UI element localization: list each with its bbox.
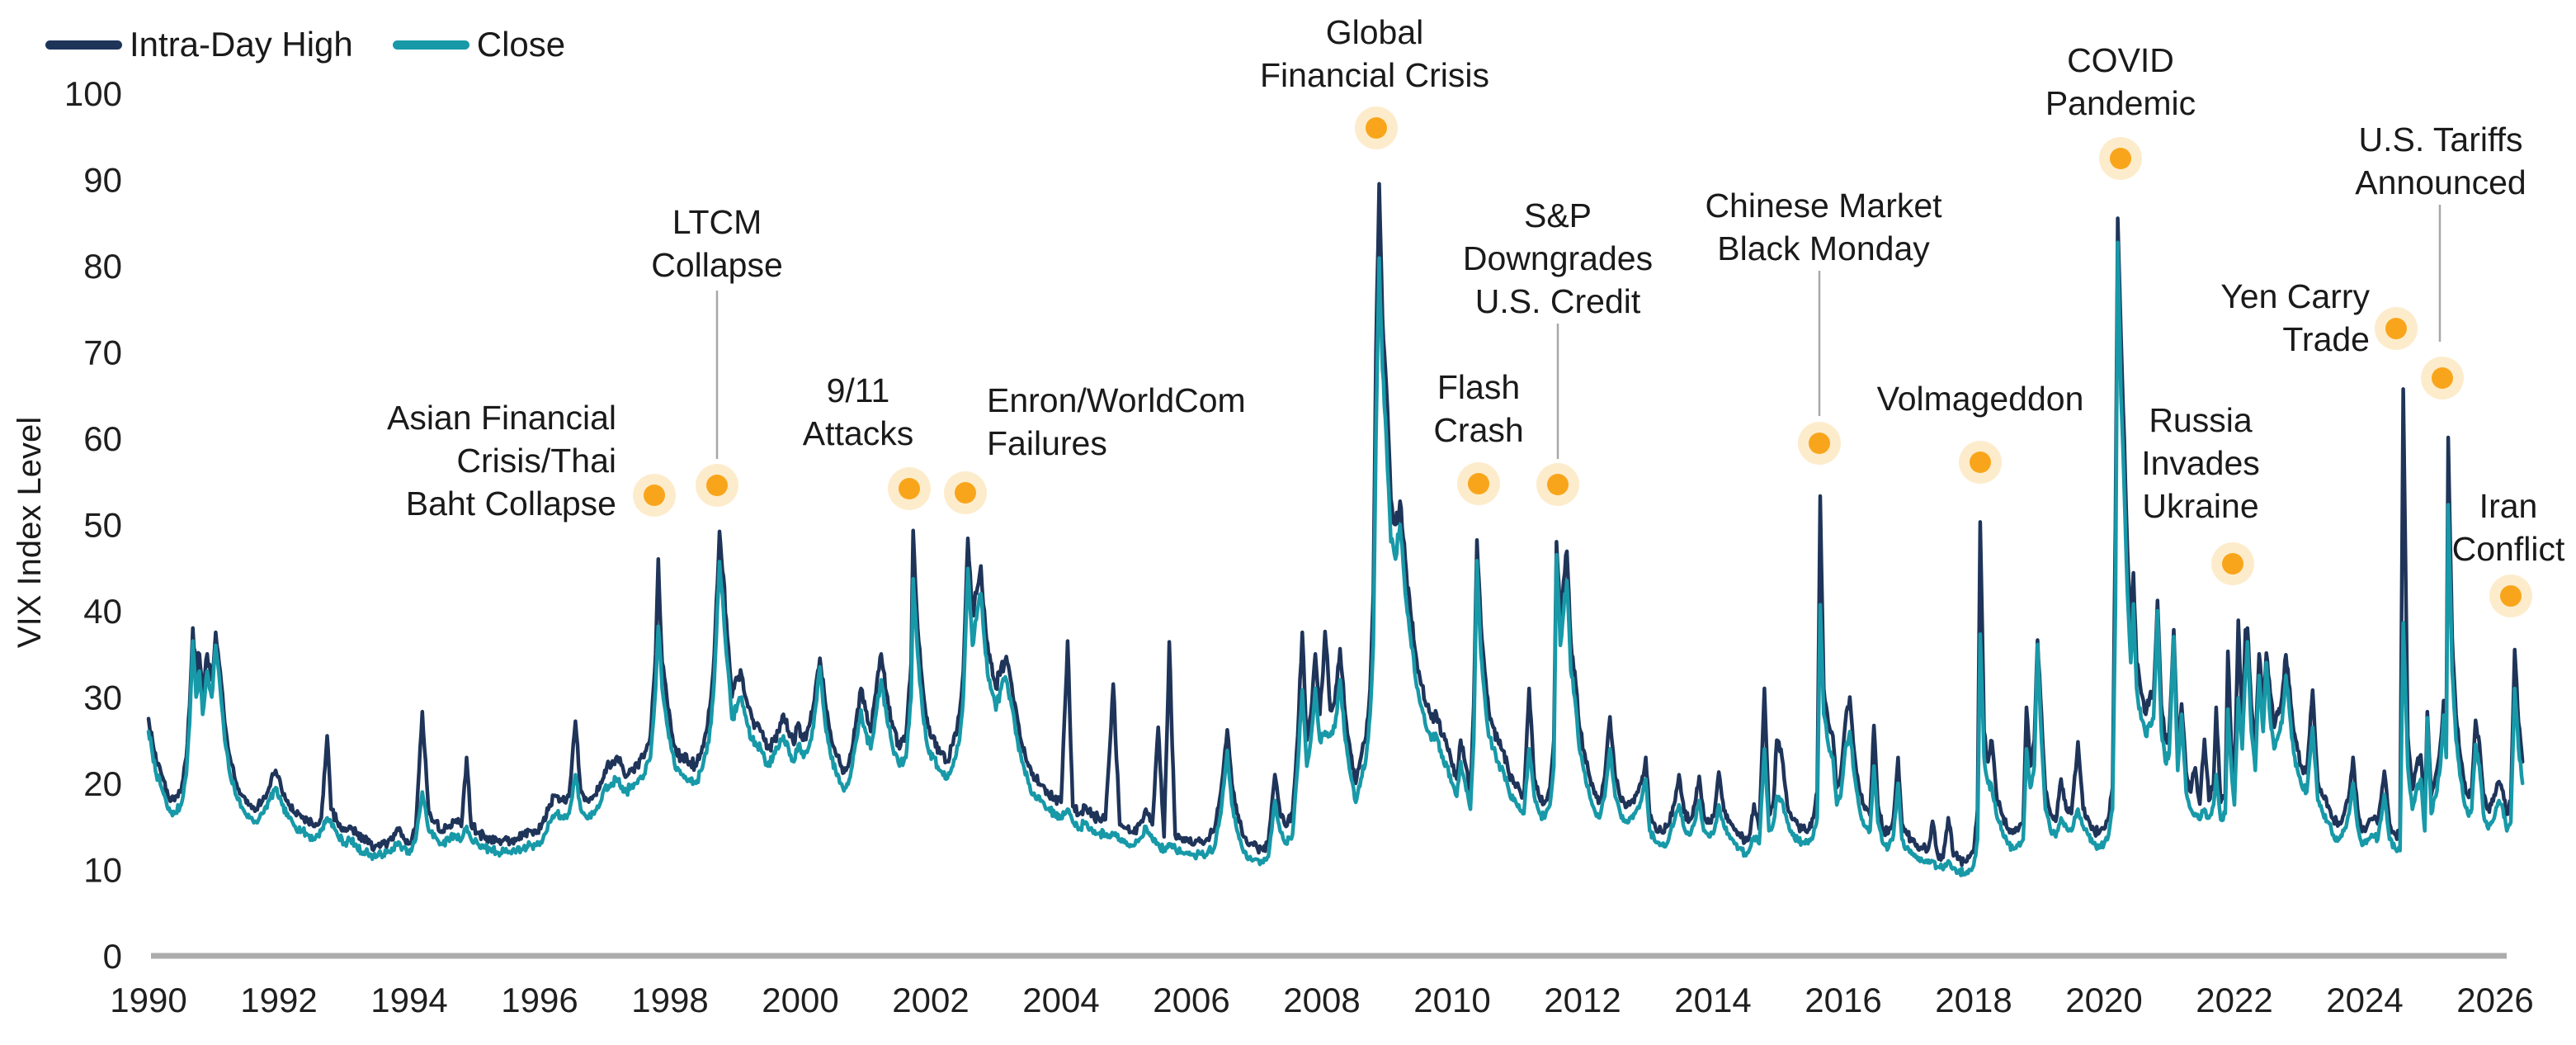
x-axis-tick-label: 2010 [1413,981,1490,1019]
event-marker-volmageddon [1970,452,1991,473]
event-label-september-11-attacks: 9/11 [827,371,890,409]
close-swatch-icon [392,40,469,50]
event-marker-us-tariffs-announced [2432,367,2453,389]
legend-item-close: Close [392,25,566,64]
x-axis-tick-label: 2000 [762,981,838,1019]
x-axis-tick-label: 2016 [1805,981,1881,1019]
event-label-covid-pandemic: COVID [2067,41,2174,79]
event-marker-iran-conflict [2500,585,2522,607]
y-axis-tick-label: 50 [83,506,122,545]
event-marker-russia-invades-ukraine [2222,553,2243,575]
event-label-flash-crash: Crash [1433,411,1523,449]
x-axis-tick-label: 2014 [1674,981,1751,1019]
event-label-russia-invades-ukraine: Ukraine [2142,487,2258,525]
x-axis-tick-label: 2022 [2196,981,2272,1019]
event-label-iran-conflict: Iran [2479,487,2538,525]
event-label-russia-invades-ukraine: Russia [2149,401,2253,439]
y-axis-tick-label: 20 [83,764,122,803]
legend-item-intra-day-high: Intra-Day High [45,25,353,64]
event-label-enron-worldcom: Enron/WorldCom [987,381,1246,419]
event-marker-flash-crash [1468,473,1489,494]
event-label-ltcm-collapse: LTCM [672,203,762,241]
y-axis-tick-label: 0 [103,937,122,976]
event-label-us-tariffs-announced: U.S. Tariffs [2359,121,2523,158]
event-label-yen-carry-trade: Trade [2282,320,2370,358]
event-label-asian-financial-crisis: Baht Collapse [406,485,616,522]
close-series [146,240,2525,877]
event-label-sp-downgrades-us-credit: S&P [1524,196,1592,234]
legend-label-intra-day-high: Intra-Day High [130,25,353,64]
event-label-enron-worldcom: Failures [987,424,1107,462]
event-label-flash-crash: Flash [1437,368,1520,406]
event-label-global-financial-crisis: Financial Crisis [1260,56,1489,94]
event-marker-covid-pandemic [2110,148,2131,169]
event-label-chinese-black-monday: Chinese Market [1705,187,1942,225]
x-axis-tick-label: 2006 [1153,981,1229,1019]
event-marker-september-11-attacks [899,478,920,499]
event-label-volmageddon: Volmageddon [1877,380,2084,418]
event-label-yen-carry-trade: Yen Carry [2220,277,2370,315]
event-marker-asian-financial-crisis [644,485,665,506]
y-axis-tick-label: 30 [83,679,122,717]
x-axis-tick-label: 1998 [631,981,708,1019]
event-label-covid-pandemic: Pandemic [2045,84,2196,122]
event-label-sp-downgrades-us-credit: Downgrades [1463,239,1653,277]
y-axis-tick-label: 100 [64,74,122,113]
event-label-sp-downgrades-us-credit: U.S. Credit [1475,282,1641,320]
y-axis-tick-label: 60 [83,419,122,458]
y-axis-tick-label: 90 [83,161,122,200]
event-marker-chinese-black-monday [1809,433,1830,454]
event-label-global-financial-crisis: Global [1326,13,1424,51]
event-label-september-11-attacks: Attacks [803,414,913,452]
x-axis-tick-label: 2024 [2326,981,2403,1019]
event-marker-global-financial-crisis [1366,117,1387,139]
x-axis-tick-label: 2002 [892,981,969,1019]
x-axis-tick-label: 2018 [1935,981,2012,1019]
legend: Intra-Day High Close [45,25,565,64]
event-label-russia-invades-ukraine: Invades [2141,444,2260,482]
event-marker-ltcm-collapse [706,475,728,496]
x-axis-tick-label: 2004 [1022,981,1099,1019]
event-label-asian-financial-crisis: Crisis/Thai [456,442,616,480]
legend-label-close: Close [476,25,566,64]
x-axis-tick-label: 2020 [2065,981,2142,1019]
x-axis-tick-label: 1994 [370,981,447,1019]
y-axis-tick-label: 10 [83,851,122,890]
event-marker-sp-downgrades-us-credit [1547,474,1569,495]
y-axis-tick-label: 80 [83,247,122,286]
event-label-chinese-black-monday: Black Monday [1717,229,1930,267]
event-marker-enron-worldcom [955,482,976,504]
event-label-us-tariffs-announced: Announced [2355,163,2526,201]
x-axis-tick-label: 1996 [501,981,578,1019]
x-axis-tick-label: 1990 [110,981,186,1019]
x-axis-tick-label: 2026 [2456,981,2533,1019]
y-axis-tick-label: 70 [83,333,122,372]
y-axis-title: VIX Index Level [12,416,48,649]
event-marker-yen-carry-trade [2385,318,2407,339]
intra-day-high-swatch-icon [45,40,122,50]
event-label-asian-financial-crisis: Asian Financial [387,399,616,437]
x-axis-tick-label: 2012 [1544,981,1621,1019]
x-axis-tick-label: 2008 [1283,981,1360,1019]
event-label-ltcm-collapse: Collapse [651,246,783,284]
x-axis-tick-label: 1992 [240,981,317,1019]
y-axis-tick-label: 40 [83,592,122,631]
event-label-iran-conflict: Conflict [2452,530,2565,568]
